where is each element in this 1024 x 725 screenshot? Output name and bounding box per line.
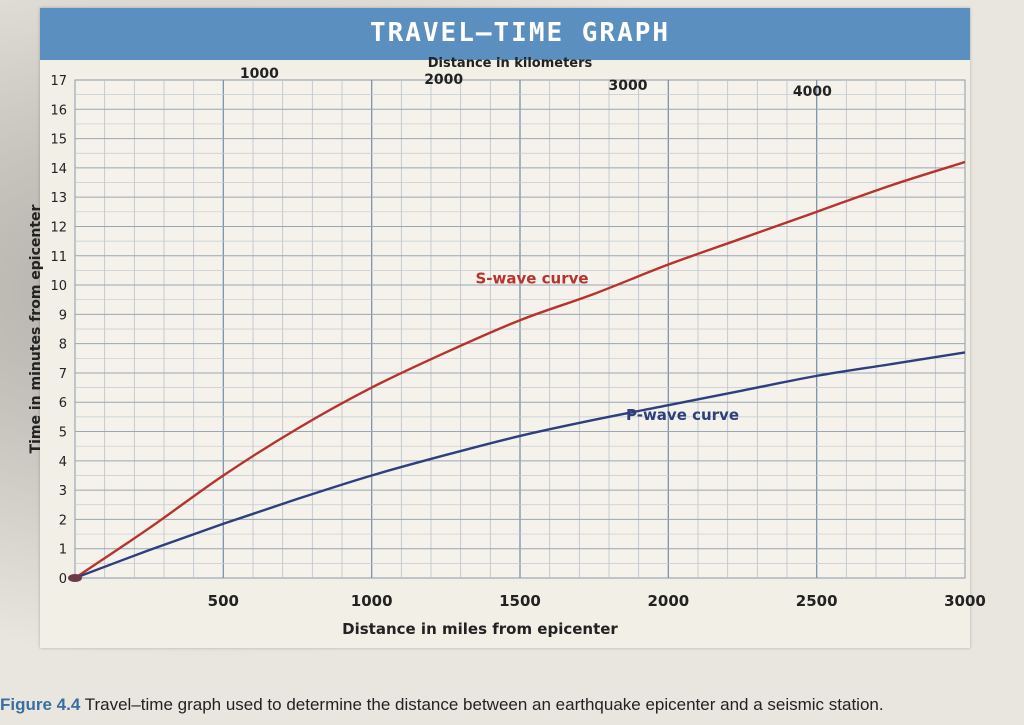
x-tick-label: 2500: [796, 592, 838, 610]
y-tick-label: 12: [50, 220, 67, 235]
y-tick-label: 15: [50, 133, 67, 148]
y-tick-label: 9: [59, 308, 67, 323]
x-tick-label: 2000: [647, 592, 689, 610]
x-tick-label: 3000: [944, 592, 986, 610]
chart-title: TRAVEL–TIME GRAPH: [369, 18, 671, 48]
x-tick-label: 500: [208, 592, 239, 610]
km-tick-label: 2000: [424, 72, 463, 88]
p-wave-label: P-wave curve: [626, 406, 739, 424]
y-tick-label: 11: [50, 250, 67, 265]
caption-text: Travel–time graph used to determine the …: [84, 695, 884, 714]
y-tick-label: 5: [59, 426, 67, 441]
y-tick-label: 16: [50, 103, 67, 118]
title-band: [40, 8, 970, 60]
y-tick-label: 2: [59, 513, 67, 528]
s-wave-line: [74, 160, 966, 579]
km-tick-label: 4000: [793, 84, 832, 100]
y-tick-label: 6: [59, 396, 67, 411]
figure-caption: Figure 4.4 Travel–time graph used to det…: [0, 695, 1024, 715]
km-tick-label: 3000: [609, 78, 648, 94]
grid: [74, 79, 966, 579]
km-tick-label: 1000: [240, 66, 279, 82]
y-tick-label: 7: [59, 367, 67, 382]
y-axis-title: Time in minutes from epicenter: [28, 204, 44, 453]
y-tick-label: 4: [59, 455, 67, 470]
series-group: S-wave curve P-wave curve: [68, 160, 966, 582]
top-axis-title: Distance in kilometers: [428, 56, 593, 71]
x-tick-label: 1000: [351, 592, 393, 610]
p-wave-line: [74, 351, 966, 580]
y-tick-label: 13: [50, 191, 67, 206]
figure-label: Figure 4.4: [0, 695, 81, 714]
y-tick-label: 1: [59, 543, 67, 558]
x-tick-label: 1500: [499, 592, 541, 610]
y-tick-label: 3: [59, 484, 67, 499]
y-tick-label: 17: [50, 74, 67, 89]
y-tick-label: 14: [50, 162, 67, 177]
y-tick-label: 10: [50, 279, 67, 294]
y-tick-label: 0: [59, 572, 67, 587]
y-tick-label: 8: [59, 338, 67, 353]
s-wave-label: S-wave curve: [475, 270, 588, 288]
x-axis-title: Distance in miles from epicenter: [342, 620, 618, 638]
origin-marker: [68, 574, 82, 582]
